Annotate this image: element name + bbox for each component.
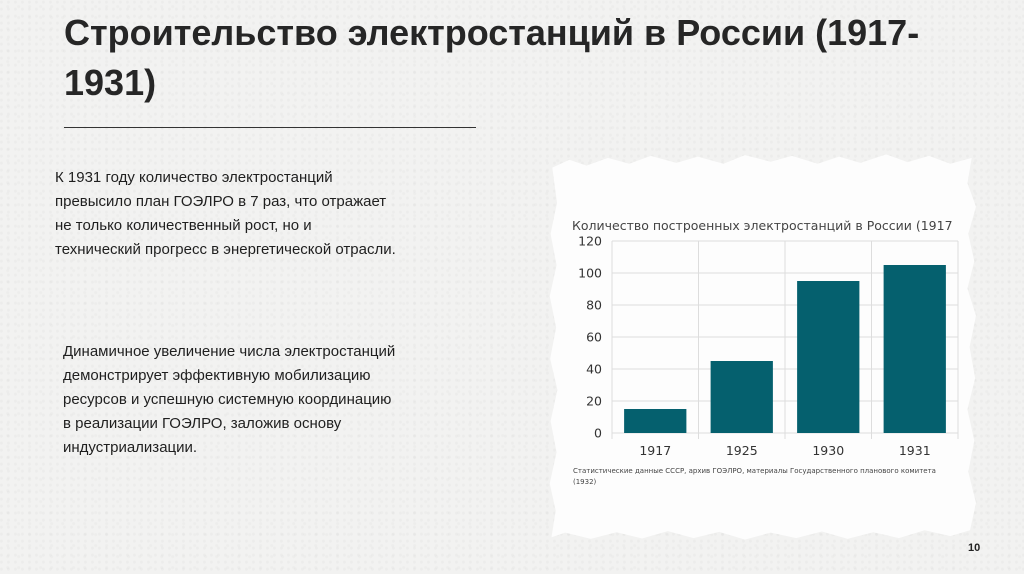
bar-1917	[624, 409, 687, 433]
x-tick-label: 1930	[812, 443, 844, 458]
y-tick-label: 20	[586, 394, 602, 409]
chart-axes: 0 20 40 60 80 100 120 1917 1925 1930 1931	[578, 234, 931, 459]
chart-bars	[624, 265, 946, 433]
x-tick-label: 1931	[899, 443, 931, 458]
title-underline	[64, 127, 476, 128]
y-tick-label: 80	[586, 298, 602, 313]
y-tick-label: 60	[586, 330, 602, 345]
y-tick-label: 120	[578, 234, 602, 249]
y-tick-label: 40	[586, 362, 602, 377]
bar-1930	[797, 281, 860, 433]
x-tick-label: 1925	[726, 443, 758, 458]
paragraph-plan-exceeded: К 1931 году количество электростанций пр…	[55, 169, 396, 258]
y-tick-label: 100	[578, 266, 602, 281]
bar-1931	[883, 265, 946, 433]
x-tick-label: 1917	[639, 443, 671, 458]
slide-title: Строительство электростанций в России (1…	[64, 12, 920, 103]
y-tick-label: 0	[594, 426, 602, 441]
paragraph-dynamic-growth: Динамичное увеличение числа электростанц…	[63, 343, 396, 456]
chart-title: Количество построенных электростанций в …	[572, 218, 953, 233]
bar-1925	[710, 361, 773, 433]
page-number: 10	[968, 542, 981, 554]
chart-source-caption: Статистические данные СССР, архив ГОЭЛРО…	[573, 467, 936, 486]
